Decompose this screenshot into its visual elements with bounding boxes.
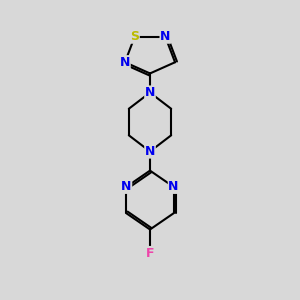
Text: N: N <box>168 180 179 193</box>
Text: N: N <box>160 30 170 43</box>
Text: S: S <box>130 30 139 43</box>
Text: N: N <box>145 145 155 158</box>
Text: N: N <box>145 86 155 99</box>
Text: N: N <box>120 56 130 69</box>
Text: N: N <box>121 180 132 193</box>
Text: F: F <box>146 247 154 260</box>
